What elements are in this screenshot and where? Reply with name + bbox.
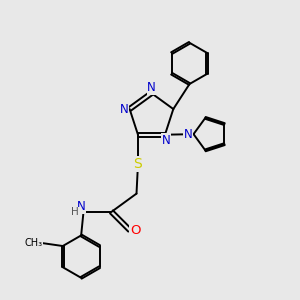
Text: O: O [130,224,140,237]
Text: N: N [120,103,129,116]
Text: S: S [134,157,142,171]
Text: N: N [77,200,85,213]
Text: CH₃: CH₃ [25,238,43,248]
Text: N: N [162,134,171,146]
Text: N: N [147,81,156,94]
Text: H: H [71,208,79,218]
Text: N: N [184,128,193,141]
